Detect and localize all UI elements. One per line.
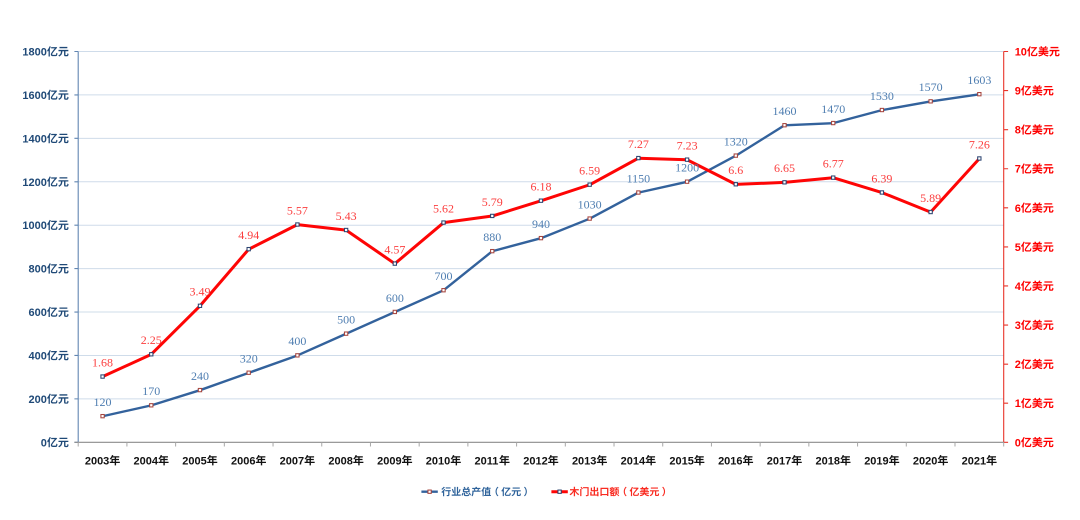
svg-text:1.68: 1.68 (92, 355, 113, 369)
svg-text:2007: 2007 (280, 455, 304, 467)
svg-text:1: 1 (1015, 398, 1021, 410)
svg-text:120: 120 (94, 395, 112, 409)
svg-text:6.77: 6.77 (823, 156, 844, 170)
svg-text:5.43: 5.43 (336, 209, 357, 223)
svg-text:5.79: 5.79 (482, 195, 503, 209)
svg-text:10: 10 (1015, 47, 1027, 59)
svg-text:1030: 1030 (578, 197, 602, 211)
svg-text:2005: 2005 (182, 455, 206, 467)
svg-text:1800: 1800 (22, 47, 46, 59)
svg-text:1600: 1600 (22, 90, 46, 102)
svg-text:0: 0 (1015, 437, 1021, 449)
svg-text:5.89: 5.89 (920, 191, 941, 205)
svg-text:6.18: 6.18 (530, 180, 551, 194)
svg-text:8: 8 (1015, 125, 1021, 137)
svg-text:2016: 2016 (718, 455, 742, 467)
svg-text:0: 0 (41, 437, 47, 449)
svg-text:600: 600 (386, 291, 404, 305)
svg-text:1400: 1400 (22, 133, 46, 145)
svg-text:6.6: 6.6 (728, 163, 743, 177)
svg-text:2020: 2020 (913, 455, 937, 467)
svg-text:6.65: 6.65 (774, 161, 795, 175)
svg-text:320: 320 (240, 352, 258, 366)
svg-text:2019: 2019 (864, 455, 888, 467)
svg-text:2008: 2008 (328, 455, 352, 467)
svg-text:7.26: 7.26 (969, 137, 990, 151)
svg-text:2004: 2004 (134, 455, 159, 467)
svg-text:200: 200 (29, 394, 47, 406)
svg-text:3: 3 (1015, 320, 1021, 332)
svg-text:2015: 2015 (669, 455, 693, 467)
svg-text:1000: 1000 (22, 220, 46, 232)
svg-text:1200: 1200 (22, 177, 46, 189)
svg-text:1460: 1460 (773, 104, 797, 118)
svg-text:400: 400 (288, 334, 306, 348)
svg-text:5.62: 5.62 (433, 201, 454, 215)
svg-text:2003: 2003 (85, 455, 109, 467)
svg-text:1150: 1150 (627, 171, 651, 185)
svg-text:2010: 2010 (426, 455, 450, 467)
svg-text:2012: 2012 (523, 455, 547, 467)
svg-text:240: 240 (191, 369, 209, 383)
svg-text:880: 880 (483, 230, 501, 244)
svg-text:7: 7 (1015, 164, 1021, 176)
svg-text:2.25: 2.25 (141, 333, 162, 347)
svg-text:6.59: 6.59 (579, 164, 600, 178)
svg-text:1603: 1603 (967, 73, 991, 87)
svg-text:1530: 1530 (870, 89, 894, 103)
svg-text:5.57: 5.57 (287, 203, 308, 217)
svg-text:2009: 2009 (377, 455, 401, 467)
svg-text:1320: 1320 (724, 134, 748, 148)
svg-text:500: 500 (337, 312, 355, 326)
svg-text:1470: 1470 (821, 102, 845, 116)
svg-text:400: 400 (29, 350, 47, 362)
svg-text:4.94: 4.94 (238, 228, 259, 242)
svg-text:1200: 1200 (675, 161, 699, 175)
svg-text:2018: 2018 (815, 455, 839, 467)
svg-text:700: 700 (435, 269, 453, 283)
svg-text:7.23: 7.23 (677, 139, 698, 153)
svg-text:2006: 2006 (231, 455, 255, 467)
svg-text:6: 6 (1015, 203, 1021, 215)
svg-text:2: 2 (1015, 359, 1021, 371)
svg-text:170: 170 (142, 384, 160, 398)
svg-text:600: 600 (29, 307, 47, 319)
svg-text:2013: 2013 (572, 455, 596, 467)
svg-text:3.49: 3.49 (189, 285, 210, 299)
svg-text:7.27: 7.27 (628, 137, 649, 151)
svg-text:9: 9 (1015, 86, 1021, 98)
svg-text:1570: 1570 (919, 80, 943, 94)
svg-text:5: 5 (1015, 242, 1021, 254)
svg-text:4.57: 4.57 (384, 242, 405, 256)
svg-text:800: 800 (29, 264, 47, 276)
svg-text:2011: 2011 (475, 455, 499, 467)
svg-text:2021: 2021 (962, 455, 986, 467)
svg-text:4: 4 (1015, 281, 1022, 293)
svg-text:940: 940 (532, 217, 550, 231)
svg-text:6.39: 6.39 (871, 171, 892, 185)
svg-text:2017: 2017 (767, 455, 791, 467)
svg-text:2014: 2014 (621, 455, 646, 467)
